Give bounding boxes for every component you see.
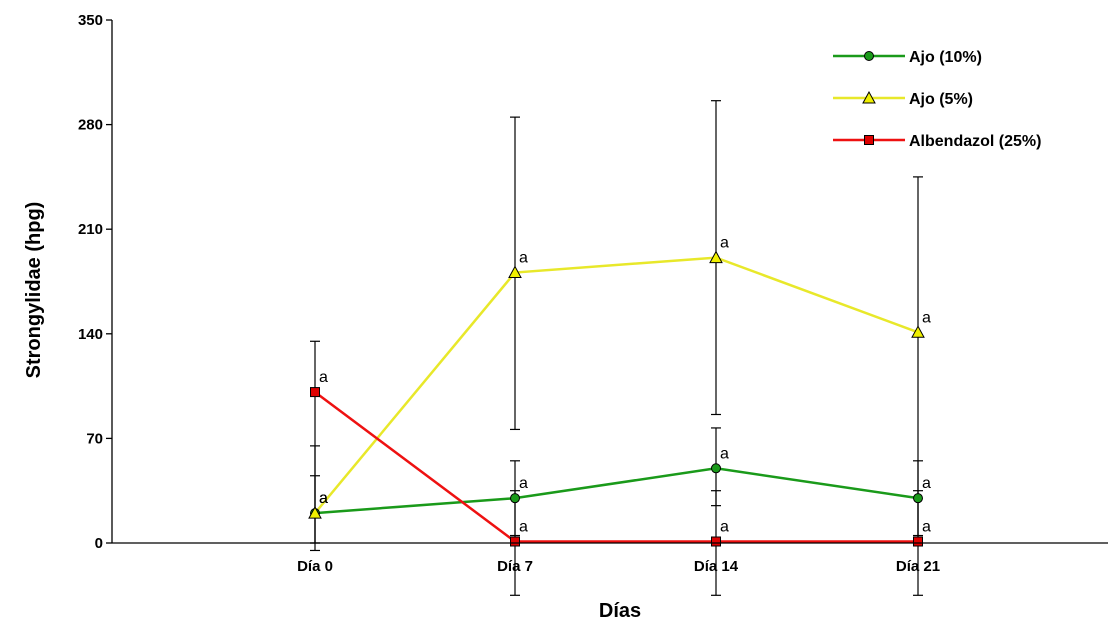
y-tick-label: 0 — [95, 535, 103, 552]
y-axis-title: Strongylidae (hpg) — [23, 202, 45, 379]
legend-marker — [862, 90, 876, 104]
error-bars — [310, 100, 923, 596]
data-point — [709, 250, 723, 264]
significance-label: a — [922, 519, 931, 536]
data-point — [913, 536, 923, 547]
legend-label: Albendazol (25%) — [909, 133, 1041, 150]
data-point — [913, 493, 923, 504]
x-axis-title: Días — [599, 600, 641, 622]
series-line — [314, 467, 919, 515]
legend-label: Ajo (10%) — [909, 49, 982, 66]
data-point — [711, 463, 721, 474]
significance-label: a — [519, 475, 528, 492]
data-point — [508, 265, 522, 279]
data-point — [510, 536, 520, 547]
x-tick-label: Día 7 — [497, 558, 533, 575]
data-point — [911, 325, 925, 338]
series-lines — [314, 256, 919, 543]
significance-label: a — [319, 490, 328, 507]
y-tick-label: 140 — [78, 326, 103, 343]
x-tick-label: Día 0 — [297, 558, 333, 575]
y-tick-label: 350 — [78, 12, 103, 29]
y-tick-label: 280 — [78, 117, 103, 134]
axes: 0 70 140 210 280 350 Día 0 Día 7 Día 14 Día 21 — [78, 12, 1108, 575]
significance-label: a — [720, 445, 729, 462]
significance-label: a — [319, 369, 328, 386]
markers — [308, 250, 925, 547]
x-tick-label: Día 14 — [694, 558, 739, 575]
y-tick-label: 70 — [86, 430, 103, 447]
significance-label: a — [922, 309, 931, 326]
significance-label: a — [720, 235, 729, 252]
legend-marker — [864, 135, 874, 145]
series-line — [314, 391, 918, 543]
x-tick-label: Día 21 — [896, 558, 940, 575]
legend-marker — [864, 51, 874, 61]
data-point — [711, 536, 721, 547]
significance-label: a — [519, 519, 528, 536]
data-point — [510, 493, 520, 504]
legend-label: Ajo (5%) — [909, 91, 973, 108]
series-line — [314, 256, 919, 514]
data-point — [310, 387, 320, 398]
significance-label: a — [319, 490, 328, 507]
data-point — [308, 506, 322, 519]
significance-label: a — [720, 519, 729, 536]
significance-label: a — [519, 250, 528, 267]
significance-label: a — [922, 475, 931, 492]
legend: Ajo (10%) Ajo (5%) Albendazol (25%) — [833, 49, 1041, 150]
y-tick-label: 210 — [78, 221, 103, 238]
